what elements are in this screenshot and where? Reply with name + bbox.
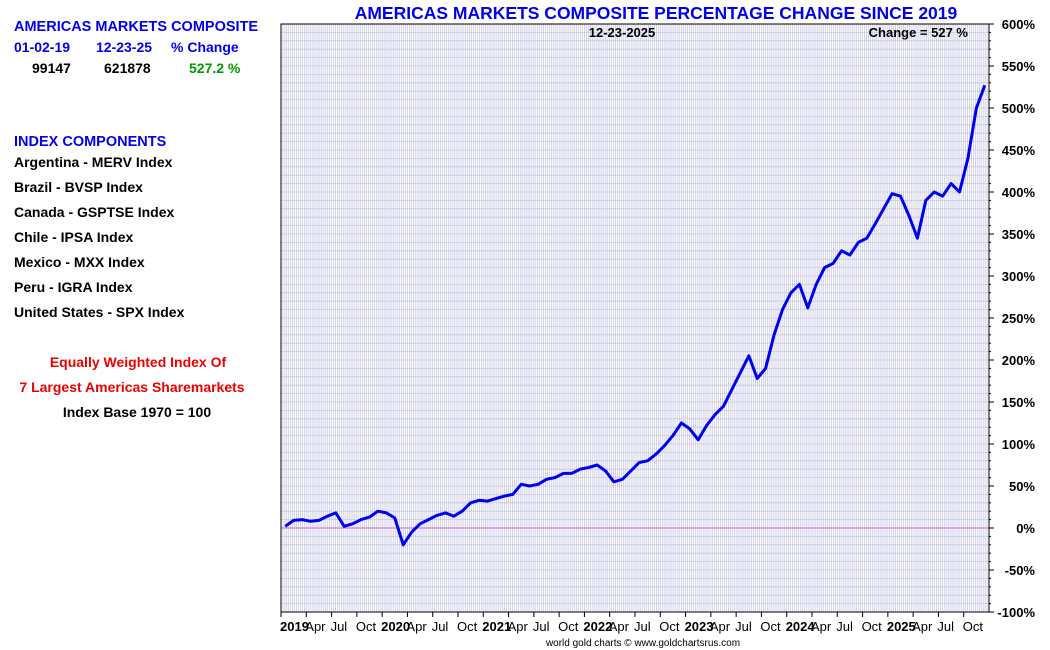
y-tick-label: 450% <box>1002 143 1036 158</box>
y-tick-label: 50% <box>1009 479 1035 494</box>
y-tick-label: -100% <box>997 605 1035 620</box>
x-tick-label: Oct <box>558 619 579 634</box>
y-axis: -100% -50% 0% 50% 100% 150% 200% 250% 300% 350% 40… <box>989 17 1035 620</box>
composite-series-line <box>284 84 987 547</box>
x-tick-label: Jul <box>533 619 550 634</box>
x-tick-label: Oct <box>760 619 781 634</box>
change-column-label: % Change <box>171 39 239 55</box>
components-heading: INDEX COMPONENTS <box>14 134 167 150</box>
x-tick-label: 2025 <box>887 619 916 634</box>
y-tick-label: 400% <box>1002 185 1036 200</box>
x-tick-label: Jul <box>735 619 752 634</box>
x-tick-label: Apr <box>406 619 427 634</box>
x-tick-label: Oct <box>963 619 984 634</box>
x-tick-label: Jul <box>937 619 954 634</box>
y-tick-label: 350% <box>1002 227 1036 242</box>
credit-text: world gold charts © www.goldchartsrus.co… <box>545 638 740 649</box>
y-tick-label: 600% <box>1002 17 1036 32</box>
y-tick-label: 0% <box>1016 521 1035 536</box>
end-date-label: 12-23-25 <box>96 39 153 55</box>
x-tick-label: Apr <box>811 619 832 634</box>
x-tick-label: 2023 <box>685 619 714 634</box>
x-tick-label: Apr <box>508 619 529 634</box>
y-tick-label: 500% <box>1002 101 1036 116</box>
y-tick-label: -50% <box>1005 563 1036 578</box>
component-peru: Peru - IGRA Index <box>14 279 133 295</box>
x-tick-label: 2020 <box>381 619 410 634</box>
gridlines <box>281 23 989 613</box>
component-canada: Canada - GSPTSE Index <box>14 204 175 220</box>
change-value: 527.2 % <box>189 60 241 76</box>
x-tick-label: Jul <box>432 619 449 634</box>
start-date-label: 01-02-19 <box>14 39 71 55</box>
y-tick-label: 550% <box>1002 59 1036 74</box>
panel-heading: AMERICAS MARKETS COMPOSITE <box>14 19 259 35</box>
y-tick-label: 200% <box>1002 353 1036 368</box>
x-tick-label: Jul <box>634 619 651 634</box>
x-tick-label: 2019 <box>280 619 309 634</box>
x-tick-label: Oct <box>659 619 680 634</box>
end-value: 621878 <box>104 60 151 76</box>
start-value: 99147 <box>32 60 71 76</box>
x-tick-label: Jul <box>331 619 348 634</box>
x-tick-label: Apr <box>305 619 326 634</box>
note-largest-markets: 7 Largest Americas Sharemarkets <box>19 379 245 395</box>
x-tick-label: 2022 <box>583 619 612 634</box>
date-label: 12-23-2025 <box>589 25 656 40</box>
y-tick-label: 250% <box>1002 311 1036 326</box>
x-tick-label: Apr <box>912 619 933 634</box>
component-brazil: Brazil - BVSP Index <box>14 179 143 195</box>
component-mexico: Mexico - MXX Index <box>14 254 145 270</box>
component-united-states: United States - SPX Index <box>14 304 185 320</box>
change-label: Change = 527 % <box>869 25 969 40</box>
note-index-base: Index Base 1970 = 100 <box>62 404 212 420</box>
note-equally-weighted: Equally Weighted Index Of <box>49 354 227 370</box>
x-tick-label: 2021 <box>482 619 511 634</box>
y-tick-label: 300% <box>1002 269 1036 284</box>
x-tick-label: Apr <box>609 619 630 634</box>
y-tick-label: 150% <box>1002 395 1036 410</box>
y-tick-label: 100% <box>1002 437 1036 452</box>
x-tick-label: Jul <box>836 619 853 634</box>
component-argentina: Argentina - MERV Index <box>14 154 173 170</box>
x-tick-label: Oct <box>457 619 478 634</box>
component-chile: Chile - IPSA Index <box>14 229 134 245</box>
x-tick-label: Oct <box>356 619 377 634</box>
x-tick-label: 2024 <box>786 619 816 634</box>
x-tick-label: Apr <box>710 619 731 634</box>
chart-title: AMERICAS MARKETS COMPOSITE PERCENTAGE CH… <box>355 3 958 23</box>
x-tick-label: Oct <box>862 619 883 634</box>
